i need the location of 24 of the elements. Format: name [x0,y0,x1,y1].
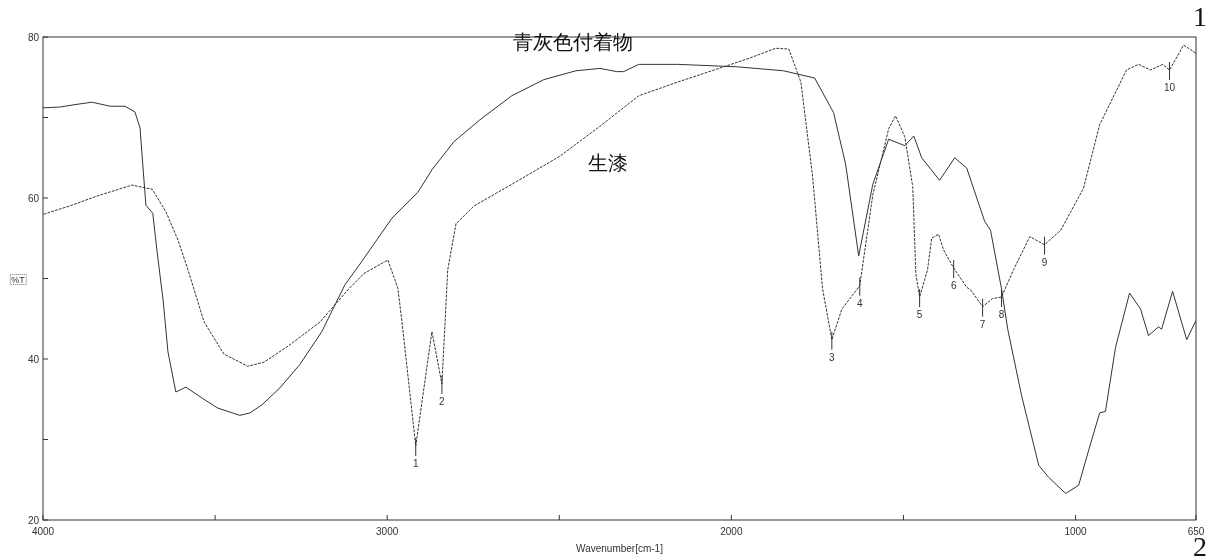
text: 1 [1193,1,1207,32]
y-tick-label: 20 [27,515,40,526]
y-tick-label: 60 [27,193,40,204]
y-axis-title: %T [11,274,26,285]
annotation: 2 [439,395,446,407]
y-tick-label: 80 [27,32,40,43]
x-tick-label: 4000 [31,526,55,537]
x-axis-title: Wavenumber[cm-1] [576,543,664,554]
annotation: 5 [916,309,923,321]
x-tick-label: 650 [1187,526,1205,537]
annotation: 6 [950,280,957,292]
x-tick-label: 3000 [376,526,399,537]
annotation: 3 [829,351,836,363]
series-label: 生漆 [587,151,628,174]
y-tick-label: 40 [27,354,40,365]
x-tick-label: 1000 [1064,526,1088,537]
annotation: 10 [1163,82,1176,93]
annotation: 4 [856,297,863,309]
series-label: 青灰色付着物 [513,31,634,54]
annotation: 7 [979,318,986,330]
annotation: 9 [1041,256,1048,268]
x-tick-label: 2000 [720,526,743,537]
annotation: 8 [998,309,1005,321]
annotation: 1 [412,457,419,469]
